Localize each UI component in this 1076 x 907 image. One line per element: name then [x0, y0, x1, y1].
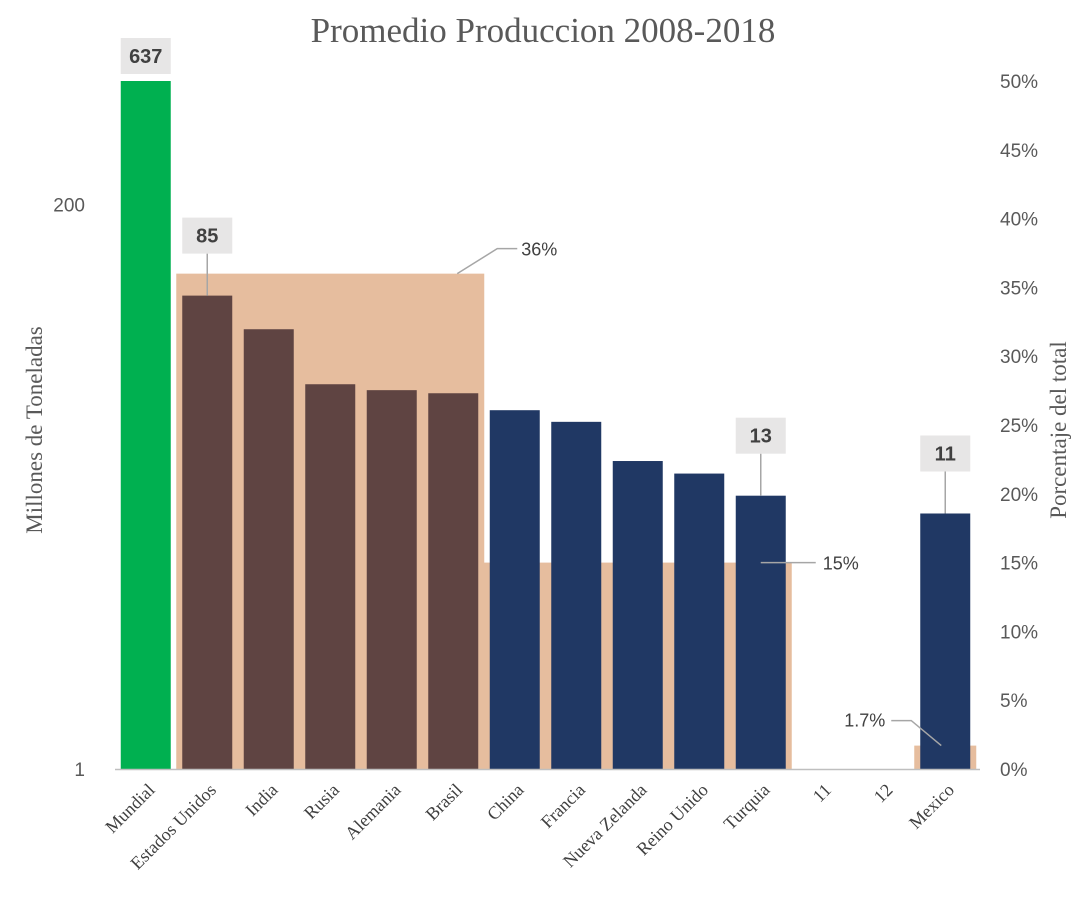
y2-tick-label: 10% [1000, 622, 1038, 643]
y-tick-label: 200 [53, 195, 85, 216]
value-label-box-turquia [735, 417, 786, 454]
bar-rusia [305, 384, 356, 769]
bars [120, 81, 971, 769]
labels: 637 85 13 11 36% 15% 1.7% [120, 38, 971, 747]
x-tick-label-alemania: Alemania [341, 780, 405, 844]
x-tick-label-turquia: Turquia [720, 780, 774, 834]
y-axis-label: Millones de Toneladas [22, 326, 47, 534]
value-label-turquia: 13 [750, 426, 772, 448]
value-label-box-estados-unidos [182, 217, 233, 254]
bar-turquia [735, 495, 786, 769]
y2-tick-label: 25% [1000, 416, 1038, 437]
bar-reino-unido [674, 473, 725, 769]
share-label-estados-unidos: 36% [521, 240, 557, 260]
x-tick-label-rusia: Rusia [300, 780, 343, 823]
y-tick-label: 1 [74, 760, 85, 781]
share-label-china: 15% [823, 554, 859, 574]
y2-axis-label: Porcentaje del total [1046, 341, 1071, 519]
y2-tick-label: 20% [1000, 485, 1038, 506]
share-leader-mexico [891, 719, 942, 747]
bar-mexico [920, 513, 971, 769]
x-tick-label-11: 11 [809, 780, 835, 806]
value-label-estados-unidos: 85 [196, 226, 218, 248]
value-label-box-mundial [120, 38, 171, 74]
x-tick-label-12: 12 [870, 780, 897, 807]
x-tick-label-india: India [241, 780, 281, 820]
bar-estados-unidos [182, 295, 233, 769]
x-tick-label-mundial: Mundial [101, 780, 158, 837]
value-label-box-mexico [920, 435, 971, 472]
bar-nueva-zelanda [612, 461, 663, 769]
y2-tick-label: 0% [1000, 760, 1028, 781]
bar-francia [551, 421, 602, 769]
x-tick-label-mexico: Mexico [905, 780, 958, 833]
y2-tick-label: 40% [1000, 210, 1038, 231]
share-label-mexico: 1.7% [844, 711, 885, 731]
bar-india [243, 329, 294, 769]
y2-tick-label: 45% [1000, 141, 1038, 162]
bar-china [489, 410, 540, 769]
x-tick-label-china: China [483, 780, 528, 825]
y2-tick-label: 5% [1000, 691, 1028, 712]
bar-mundial [120, 81, 171, 769]
y2-tick-label: 15% [1000, 554, 1038, 575]
share-leader-estados-unidos [456, 247, 518, 275]
y2-tick-label: 30% [1000, 347, 1038, 368]
value-label-mexico: 11 [935, 443, 956, 465]
bar-alemania [366, 390, 417, 769]
chart-title: Promedio Produccion 2008-2018 [311, 11, 776, 50]
y2-tick-label: 35% [1000, 278, 1038, 299]
bar-brasil [428, 393, 479, 769]
value-label-mundial: 637 [129, 46, 162, 68]
x-tick-label-francia: Francia [537, 780, 589, 832]
y2-tick-label: 50% [1000, 72, 1038, 93]
x-tick-label-brasil: Brasil [422, 780, 467, 825]
